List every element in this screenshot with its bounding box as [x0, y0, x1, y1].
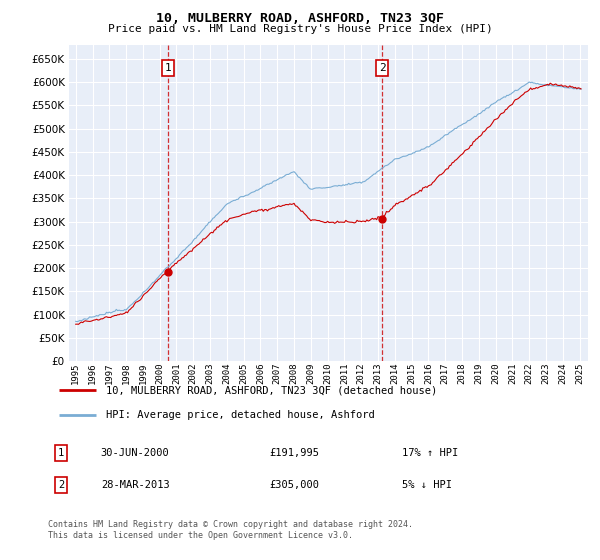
Text: 2: 2: [58, 480, 64, 490]
Text: This data is licensed under the Open Government Licence v3.0.: This data is licensed under the Open Gov…: [48, 531, 353, 540]
Text: Contains HM Land Registry data © Crown copyright and database right 2024.: Contains HM Land Registry data © Crown c…: [48, 520, 413, 529]
Text: 10, MULBERRY ROAD, ASHFORD, TN23 3QF: 10, MULBERRY ROAD, ASHFORD, TN23 3QF: [156, 12, 444, 25]
Text: £191,995: £191,995: [270, 448, 320, 458]
Text: HPI: Average price, detached house, Ashford: HPI: Average price, detached house, Ashf…: [106, 410, 375, 420]
Text: Price paid vs. HM Land Registry's House Price Index (HPI): Price paid vs. HM Land Registry's House …: [107, 24, 493, 34]
Text: 1: 1: [165, 63, 172, 73]
Text: 5% ↓ HPI: 5% ↓ HPI: [402, 480, 452, 490]
Text: 17% ↑ HPI: 17% ↑ HPI: [402, 448, 458, 458]
Text: 2: 2: [379, 63, 386, 73]
Text: £305,000: £305,000: [270, 480, 320, 490]
Text: 1: 1: [58, 448, 64, 458]
Text: 30-JUN-2000: 30-JUN-2000: [101, 448, 170, 458]
Text: 10, MULBERRY ROAD, ASHFORD, TN23 3QF (detached house): 10, MULBERRY ROAD, ASHFORD, TN23 3QF (de…: [106, 385, 437, 395]
Text: 28-MAR-2013: 28-MAR-2013: [101, 480, 170, 490]
